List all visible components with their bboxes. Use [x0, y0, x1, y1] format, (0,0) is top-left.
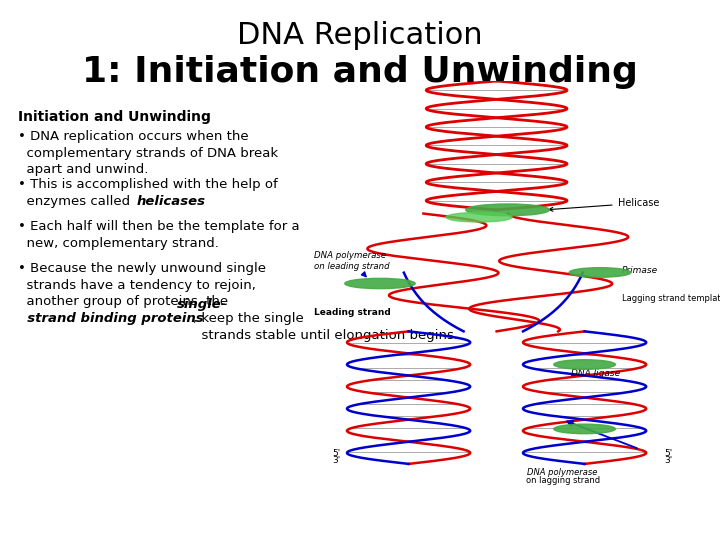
Text: 5': 5' — [332, 449, 340, 458]
Text: DNA polymerase: DNA polymerase — [528, 468, 598, 476]
Text: DNA polymerase
on leading strand: DNA polymerase on leading strand — [314, 252, 390, 276]
Text: helicases: helicases — [137, 195, 206, 208]
Text: on lagging strand: on lagging strand — [526, 476, 600, 485]
Text: strand binding proteins: strand binding proteins — [18, 312, 204, 325]
Text: • DNA replication occurs when the
  complementary strands of DNA break
  apart a: • DNA replication occurs when the comple… — [18, 130, 278, 176]
Ellipse shape — [446, 212, 512, 222]
Text: Helicase: Helicase — [549, 198, 659, 211]
Text: 3': 3' — [664, 456, 672, 465]
Ellipse shape — [345, 278, 415, 289]
Text: DNA ligase: DNA ligase — [571, 369, 620, 378]
Text: 1: Initiation and Unwinding: 1: Initiation and Unwinding — [82, 55, 638, 89]
Text: Leading strand: Leading strand — [314, 308, 391, 318]
Text: Initiation and Unwinding: Initiation and Unwinding — [18, 110, 211, 124]
Text: DNA Replication: DNA Replication — [237, 21, 483, 50]
Text: .: . — [190, 195, 194, 208]
Text: Lagging strand template: Lagging strand template — [622, 294, 720, 303]
Text: , keep the single
  strands stable until elongation begins.: , keep the single strands stable until e… — [193, 312, 458, 341]
Text: • This is accomplished with the help of
  enzymes called: • This is accomplished with the help of … — [18, 178, 278, 207]
Ellipse shape — [554, 424, 616, 434]
Text: single-: single- — [177, 298, 228, 311]
Ellipse shape — [466, 204, 549, 216]
Text: 5': 5' — [664, 449, 672, 458]
Ellipse shape — [554, 360, 616, 369]
Text: Primase: Primase — [622, 266, 658, 275]
Text: • Each half will then be the template for a
  new, complementary strand.: • Each half will then be the template fo… — [18, 220, 300, 249]
Text: • Because the newly unwound single
  strands have a tendency to rejoin,
  anothe: • Because the newly unwound single stran… — [18, 262, 266, 308]
Text: 3': 3' — [332, 456, 340, 465]
Ellipse shape — [570, 268, 631, 277]
